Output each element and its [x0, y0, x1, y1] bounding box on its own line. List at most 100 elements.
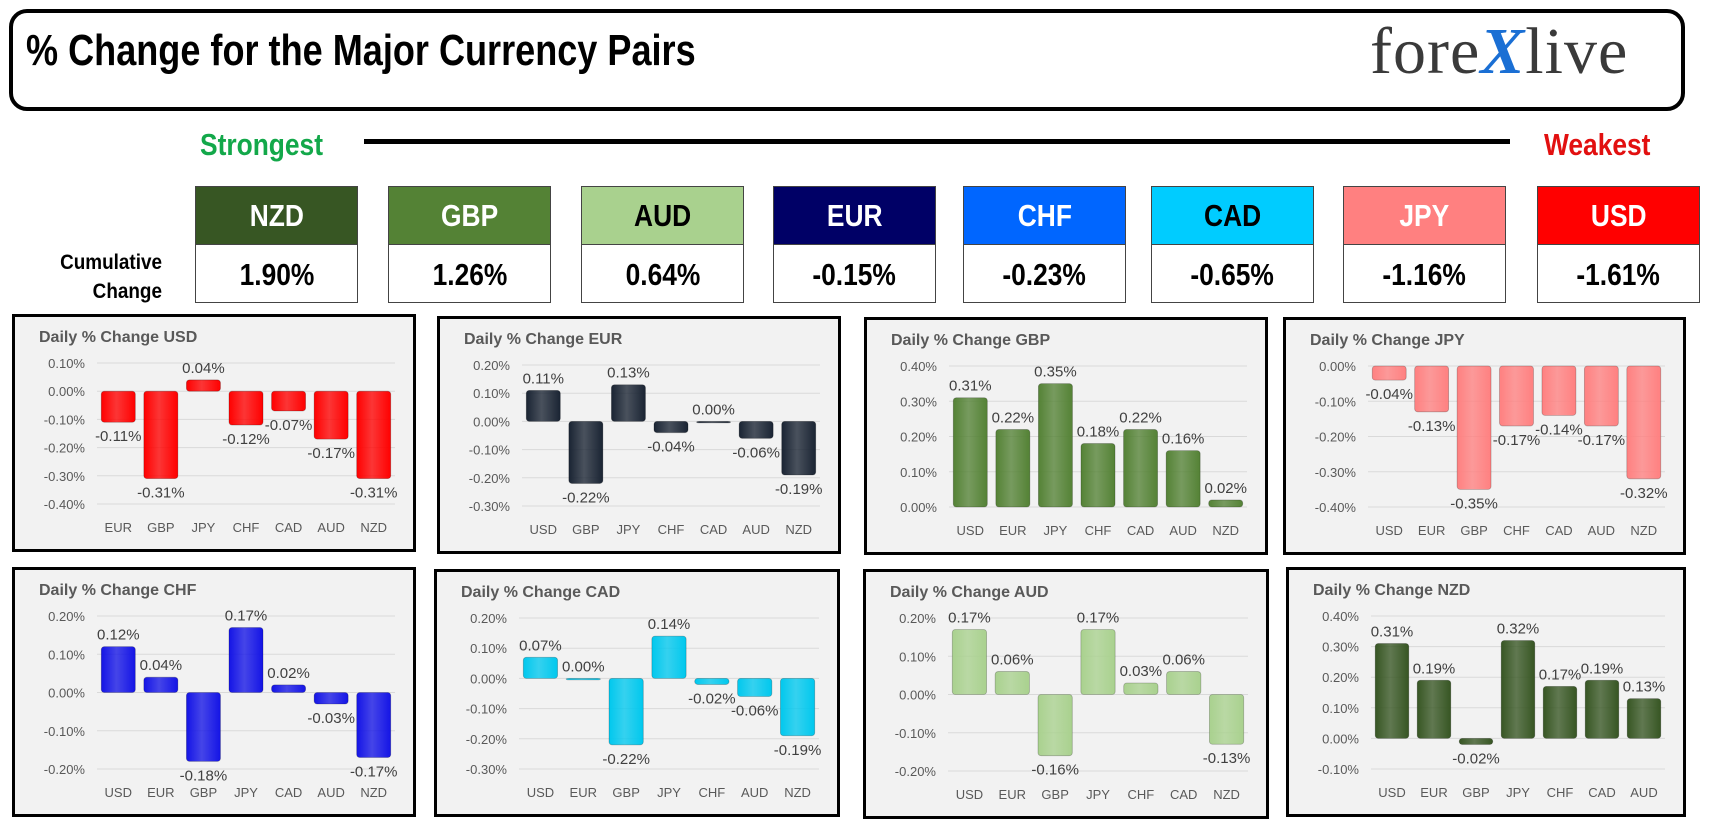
bar-aud [313, 692, 349, 705]
x-tick-label: CAD [1545, 523, 1572, 538]
cumulative-value: -0.65% [1152, 245, 1313, 304]
data-label: -0.13% [1203, 750, 1251, 767]
y-tick-label: 0.00% [900, 500, 937, 515]
x-tick-label: GBP [1041, 787, 1068, 802]
y-tick-label: 0.00% [473, 414, 510, 429]
currency-name: CHF [964, 187, 1125, 245]
y-tick-label: -0.30% [466, 762, 508, 777]
forexlive-logo: foreXlive [1370, 14, 1628, 90]
chart-title: Daily % Change USD [39, 329, 197, 346]
y-tick-label: 0.00% [48, 686, 85, 701]
bar-chf [228, 390, 264, 426]
chart-svg: Daily % Change GBP 0.40% 0.30% 0.20% 0.10% 0.… [891, 332, 1247, 538]
bar-cad [271, 390, 306, 412]
bar-aud [313, 390, 349, 440]
x-tick-label: JPY [657, 785, 681, 800]
cumulative-label-line2: Change [92, 280, 162, 303]
bar-usd [100, 646, 136, 693]
y-tick-label: -0.40% [44, 497, 86, 512]
bar-jpy [651, 635, 687, 679]
x-tick-label: AUD [741, 785, 768, 800]
cumulative-value: -1.61% [1538, 245, 1699, 304]
x-tick-label: AUD [317, 520, 344, 535]
bar-jpy [1037, 383, 1073, 508]
y-tick-label: -0.20% [1315, 430, 1357, 445]
data-label: -0.22% [602, 751, 650, 768]
x-tick-label: JPY [192, 520, 216, 535]
data-label: -0.07% [265, 417, 313, 434]
data-label: -0.17% [1578, 432, 1626, 449]
y-tick-label: 0.10% [473, 386, 510, 401]
cumulative-value-text: -0.65% [1190, 256, 1275, 292]
y-tick-label: 0.20% [1322, 670, 1359, 685]
y-tick-label: -0.10% [1318, 762, 1360, 777]
x-tick-label: GBP [572, 522, 599, 537]
y-tick-label: -0.30% [44, 469, 86, 484]
x-tick-label: JPY [1086, 787, 1110, 802]
x-tick-label: CAD [275, 520, 302, 535]
cumulative-value-text: -1.61% [1576, 256, 1661, 292]
x-tick-label: EUR [999, 787, 1026, 802]
x-tick-label: EUR [999, 523, 1026, 538]
data-label: 0.02% [1204, 480, 1247, 497]
x-tick-label: CHF [233, 520, 260, 535]
bar-eur [994, 671, 1030, 695]
currency-box-usd: USD -1.61% [1537, 186, 1700, 303]
bar-gbp [1037, 694, 1073, 757]
y-tick-label: 0.30% [1322, 640, 1359, 655]
currency-code: CAD [1203, 197, 1262, 233]
chart-title: Daily % Change AUD [890, 584, 1049, 601]
bar-chf [1499, 365, 1534, 427]
data-label: -0.11% [95, 428, 141, 445]
data-label: -0.19% [774, 742, 822, 759]
x-tick-label: EUR [147, 785, 174, 800]
bar-gbp [143, 390, 179, 480]
data-label: 0.03% [1120, 663, 1163, 680]
logo-x: X [1480, 15, 1526, 88]
cumulative-change-label: Cumulative Change [34, 248, 162, 306]
currency-name: AUD [582, 187, 743, 245]
currency-name: USD [1538, 187, 1699, 245]
data-label: 0.16% [1162, 431, 1205, 448]
bar-cad [1166, 671, 1202, 695]
currency-box-aud: AUD 0.64% [581, 186, 744, 303]
bar-chf [653, 421, 689, 434]
bar-chf [1542, 685, 1578, 739]
weakest-label: Weakest [1544, 127, 1651, 162]
cumulative-value: 1.90% [196, 245, 357, 304]
data-label: 0.13% [607, 365, 650, 382]
bar-nzd [781, 421, 817, 476]
chart-panel-6: Daily % Change AUD 0.20% 0.10% 0.00% -0.10% -… [863, 569, 1269, 819]
x-tick-label: GBP [1460, 523, 1487, 538]
data-label: -0.17% [307, 445, 355, 462]
data-label: 0.04% [140, 657, 183, 674]
y-tick-label: 0.10% [470, 641, 507, 656]
data-label: 0.19% [1413, 660, 1456, 677]
strongest-label: Strongest [200, 127, 323, 162]
y-tick-label: -0.10% [1315, 394, 1357, 409]
cumulative-value-text: 1.26% [432, 256, 507, 292]
currency-name: JPY [1344, 187, 1505, 245]
bar-nzd [1209, 694, 1245, 745]
y-tick-label: 0.00% [1319, 359, 1356, 374]
chart-title: Daily % Change CHF [39, 582, 197, 599]
x-tick-label: AUD [1588, 523, 1615, 538]
bar-nzd [1208, 499, 1244, 508]
strength-scale-line [364, 139, 1510, 144]
chart-title: Daily % Change NZD [1313, 582, 1470, 599]
y-tick-label: 0.20% [899, 611, 936, 626]
data-label: 0.02% [267, 665, 310, 682]
y-tick-label: 0.00% [48, 384, 85, 399]
bar-gbp [608, 678, 644, 746]
currency-name: CAD [1152, 187, 1313, 245]
bar-jpy [185, 379, 221, 392]
y-tick-label: -0.20% [895, 764, 937, 779]
y-tick-label: 0.20% [470, 611, 507, 626]
currency-box-eur: EUR -0.15% [773, 186, 936, 303]
currency-box-nzd: NZD 1.90% [195, 186, 358, 303]
currency-name: NZD [196, 187, 357, 245]
bar-aud [737, 678, 773, 697]
chart-panel-4: Daily % Change CHF 0.20% 0.10% 0.00% -0.10% -… [12, 567, 416, 817]
y-tick-label: -0.20% [44, 441, 86, 456]
data-label: 0.00% [562, 658, 605, 675]
